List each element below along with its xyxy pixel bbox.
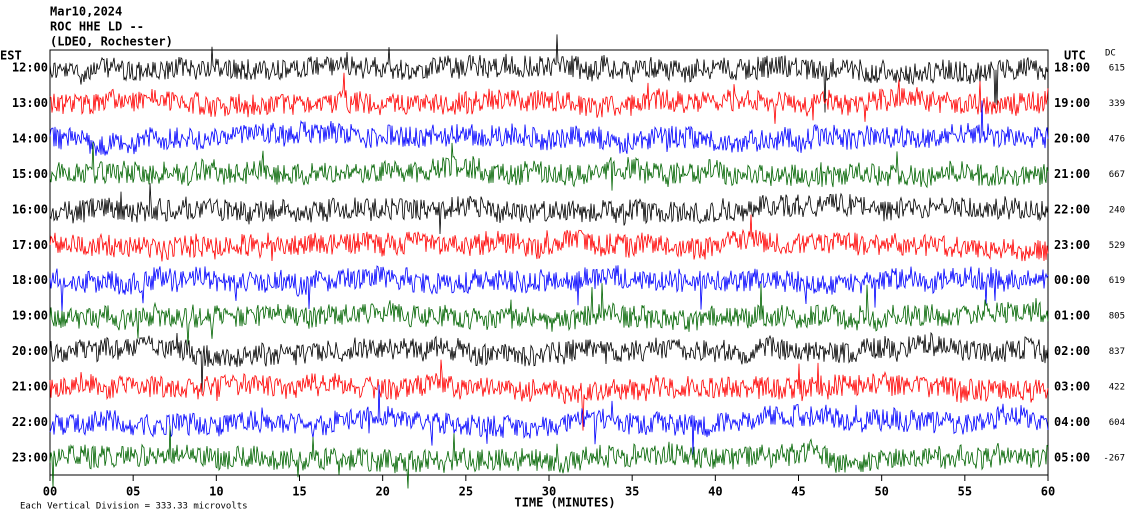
x-tick-label: 20 [375,485,389,499]
trace [49,141,1049,191]
title-line: Mar10,2024 [50,5,122,19]
utc-label: 03:00 [1054,380,1090,394]
dc-value: 529 [1109,241,1125,251]
utc-label: 20:00 [1054,131,1090,145]
trace [49,34,1049,113]
est-label: 21:00 [12,380,48,394]
trace [49,265,1049,313]
x-tick-label: 15 [292,485,306,499]
est-label: 18:00 [12,273,48,287]
est-label: 20:00 [12,344,48,358]
trace [49,283,1049,346]
x-tick-label: 55 [958,485,972,499]
trace [49,72,1049,124]
x-tick-label: 30 [542,485,556,499]
x-tick-label: 05 [126,485,140,499]
est-label: 12:00 [12,61,48,75]
utc-label: 21:00 [1054,167,1090,181]
est-label: 17:00 [12,238,48,252]
utc-label: 00:00 [1054,273,1090,287]
x-tick-label: 40 [708,485,722,499]
est-label: 22:00 [12,415,48,429]
trace [49,359,1049,431]
trace [49,100,1049,156]
utc-label: 01:00 [1054,309,1090,323]
est-label: 19:00 [12,309,48,323]
trace [49,384,1049,455]
est-label: 14:00 [12,131,48,145]
title-line: ROC HHE LD -- [50,20,144,34]
trace [49,214,1049,262]
title-line: (LDEO, Rochester) [50,35,173,49]
x-tick-label: 45 [791,485,805,499]
dc-value: 604 [1109,418,1125,428]
dc-value: -267 [1103,454,1125,464]
utc-label: 22:00 [1054,202,1090,216]
trace [49,183,1049,235]
x-tick-label: 35 [625,485,639,499]
dc-value: 619 [1109,276,1125,286]
dc-value: 805 [1109,312,1125,322]
dc-value: 615 [1109,64,1125,74]
x-tick-label: 60 [1041,485,1055,499]
dc-value: 837 [1109,347,1125,357]
x-tick-label: 50 [874,485,888,499]
left-axis-label: EST [0,49,22,63]
dc-value: 339 [1109,99,1125,109]
est-label: 23:00 [12,451,48,465]
est-label: 15:00 [12,167,48,181]
utc-label: 05:00 [1054,451,1090,465]
utc-label: 02:00 [1054,344,1090,358]
right-axis-label: UTC [1064,49,1086,63]
est-label: 13:00 [12,96,48,110]
dc-value: 667 [1109,170,1125,180]
footer: Each Vertical Division = 333.33 microvol… [20,502,248,512]
trace [49,331,1049,393]
est-label: 16:00 [12,202,48,216]
dc-label: DC [1105,49,1116,59]
utc-label: 04:00 [1054,415,1090,429]
dc-value: 476 [1109,134,1125,144]
x-tick-label: 10 [209,485,223,499]
x-tick-label: 25 [459,485,473,499]
x-axis-label: TIME (MINUTES) [514,496,615,510]
trace [49,425,1049,489]
utc-label: 19:00 [1054,96,1090,110]
dc-value: 240 [1109,205,1125,215]
x-tick-label: 00 [43,485,57,499]
dc-value: 422 [1109,383,1125,393]
utc-label: 23:00 [1054,238,1090,252]
utc-label: 18:00 [1054,61,1090,75]
